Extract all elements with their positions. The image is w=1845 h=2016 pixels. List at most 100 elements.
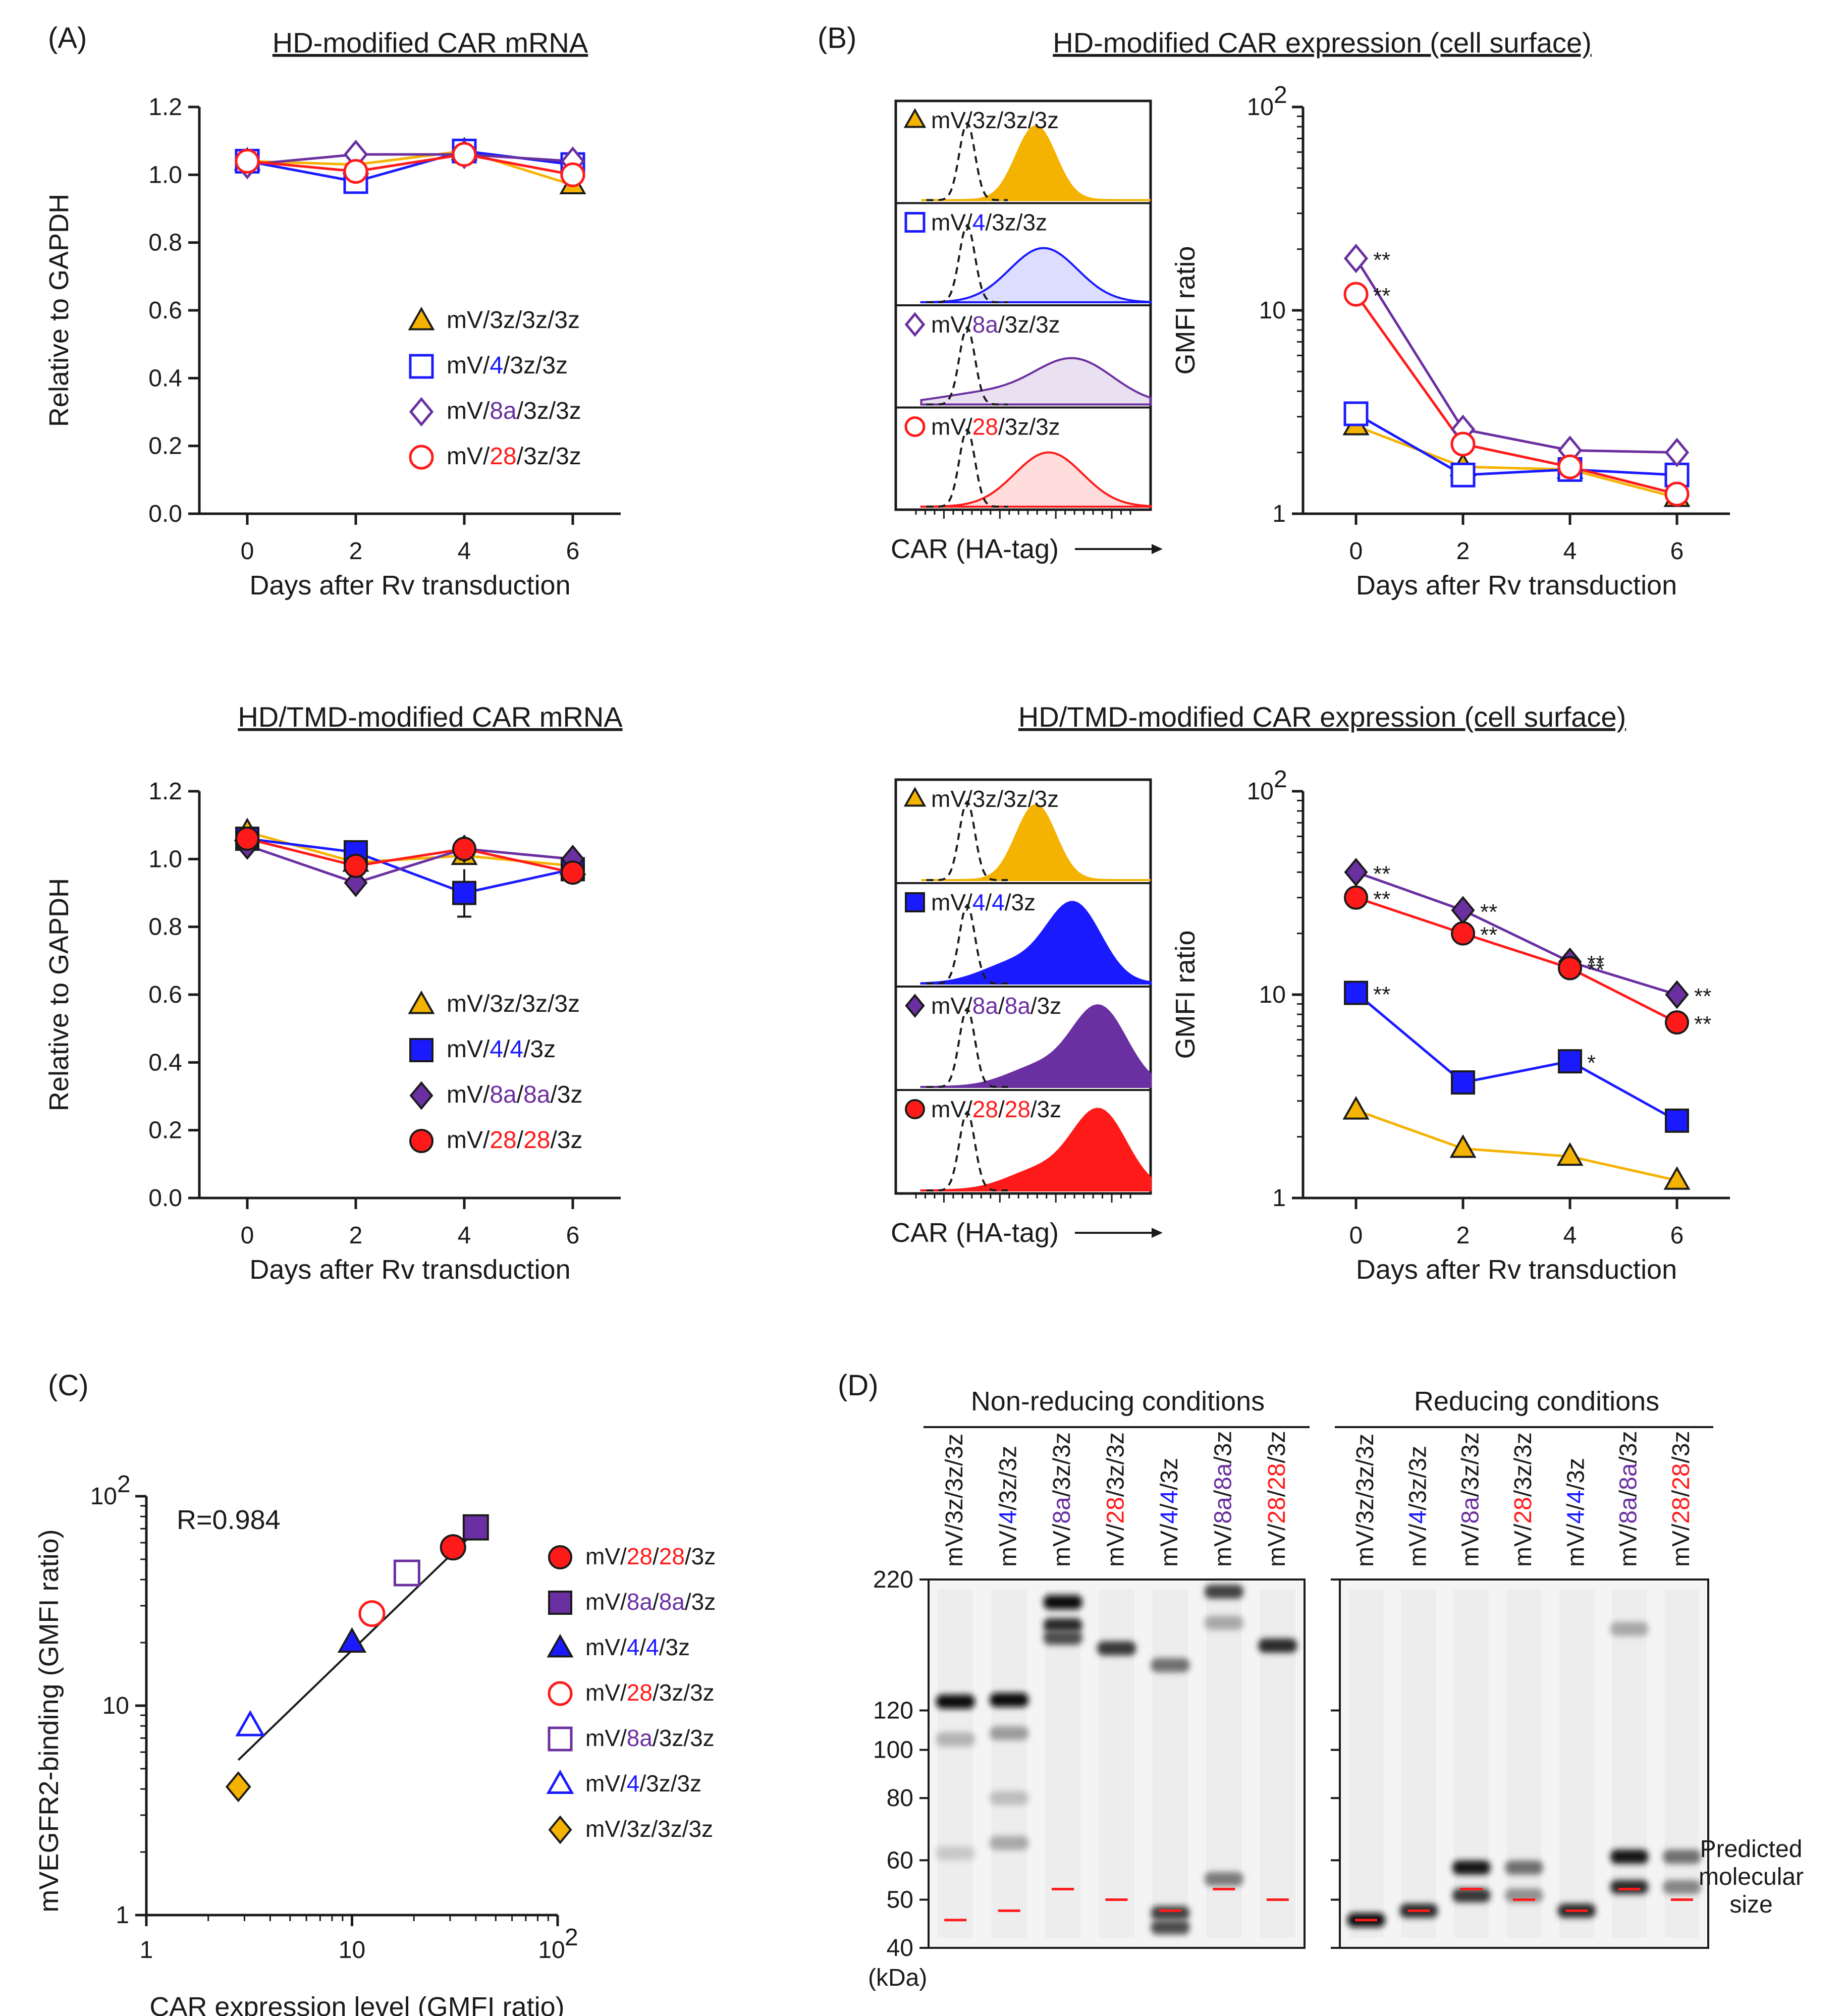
legend-marker [548, 1681, 573, 1706]
data-point [1664, 481, 1690, 507]
legend-label-part: 28 [490, 1127, 516, 1154]
legend-label-part: 3z [490, 307, 515, 334]
y-tick-label: 1.2 [148, 778, 182, 805]
panel-label-d: (D) [838, 1369, 879, 1402]
series-line [1355, 871, 1677, 996]
gel-band [990, 1791, 1028, 1806]
significance-mark: ** [1373, 887, 1390, 912]
gel-band [1151, 1905, 1190, 1920]
histogram-label-part: / [998, 993, 1005, 1019]
data-point [1451, 1070, 1475, 1095]
legend-label: mV/28/3z/3z [585, 1679, 715, 1706]
histogram-label: mV/4/4/3z [931, 889, 1036, 915]
lane-label: mV/28/3z/3z [1103, 1432, 1129, 1567]
histogram-marker [903, 787, 927, 807]
histogram-label-part: /3z [1030, 993, 1061, 1019]
data-point [1344, 857, 1368, 887]
legend-label-part: mV/ [447, 1081, 490, 1108]
y-tick-label: 10 [90, 1483, 117, 1510]
data-point [1450, 462, 1476, 487]
lane-label-part: mV/ [941, 1523, 968, 1567]
histogram-label-part: mV/ [931, 993, 972, 1019]
legend-label-part: 4 [627, 1634, 640, 1660]
legend-label: mV/3z/3z/3z [447, 991, 580, 1017]
lane-label-part: mV/ [1562, 1523, 1589, 1567]
x-axis-label: CAR expression level (GMFI ratio) [149, 1992, 564, 2016]
histogram-control [926, 224, 1008, 303]
y-tick-label: 0.8 [148, 230, 182, 256]
histogram-marker [905, 892, 925, 912]
legend-label-part: mV/ [585, 1725, 627, 1751]
x-tick-label: 10 [538, 1937, 565, 1964]
gel-condition-title: Reducing conditions [1414, 1386, 1659, 1416]
data-point [1344, 980, 1368, 1005]
x-tick-label: 1 [140, 1937, 153, 1964]
x-tick-label: 2 [349, 538, 363, 565]
legend-label-part: mV/ [585, 1589, 627, 1615]
y-tick-label: 0.8 [148, 914, 182, 941]
significance-mark: ** [1694, 984, 1711, 1009]
panel-label-c: (C) [48, 1369, 89, 1402]
panel-a-top-chart: HD-modified CAR mRNA 0.0 0.2 0.4 0.6 0.8 1.0 1.… [44, 27, 621, 601]
significance-mark: ** [1480, 923, 1497, 948]
histogram-label-part: /3z/3z [997, 786, 1059, 812]
unit-label: (kDa) [868, 1965, 927, 1991]
lane-label-part: 28 [1668, 1497, 1695, 1523]
series-line [1355, 992, 1678, 1122]
lane-label-part: / [1156, 1503, 1183, 1510]
series-line [1354, 293, 1677, 496]
panel-label-a: (A) [48, 22, 87, 55]
data-point [337, 1627, 367, 1653]
legend-label-part: /3z/3z [653, 1725, 715, 1751]
x-tick-label: 6 [566, 538, 580, 565]
series-line [247, 149, 573, 186]
gel-band [1610, 1849, 1649, 1864]
legend-marker [548, 1545, 572, 1569]
predicted-size-label: molecular [1699, 1864, 1804, 1890]
lane-smear [1348, 1590, 1384, 1938]
histogram-control [926, 903, 1008, 985]
legend-label: mV/4/4/3z [585, 1634, 690, 1660]
lane-label-part: 4 [995, 1510, 1022, 1524]
legend-marker [409, 445, 434, 470]
data-point [225, 1771, 251, 1803]
legend-label: mV/8a/8a/3z [447, 1081, 583, 1108]
gel-band [1452, 1888, 1491, 1902]
y-tick-label: 1.0 [148, 846, 182, 873]
data-point [1557, 454, 1583, 479]
histogram-marker [903, 108, 927, 128]
legend-label-part: /3z [685, 1589, 716, 1615]
histogram-sample [920, 901, 1152, 985]
legend-label-part: 28 [490, 443, 516, 470]
legend-label-part: /3z [550, 1081, 582, 1108]
lane-label-part: / [1668, 1490, 1695, 1497]
legend-marker [409, 397, 434, 427]
series-line [1355, 1109, 1677, 1182]
histogram-label-part: 8a [972, 311, 999, 338]
legend-label-part: mV/ [447, 1036, 490, 1063]
gel-band [1205, 1585, 1243, 1599]
x-tick-label: 0 [241, 1222, 254, 1249]
gel-band [1505, 1860, 1543, 1875]
significance-mark: * [1587, 1051, 1596, 1075]
histogram-control [926, 1110, 1008, 1191]
histogram-marker [904, 212, 926, 233]
x-tick-label: 2 [1456, 1222, 1470, 1249]
histogram-label-part: /3z/3z [998, 311, 1060, 338]
lane-label-part: /3z [1156, 1458, 1183, 1490]
lane-label-part: 4 [1404, 1510, 1431, 1524]
lane-label-part: /3z/3z [1049, 1432, 1075, 1497]
chart-title: HD-modified CAR mRNA [273, 27, 588, 59]
lane-label-part: mV/ [1510, 1523, 1537, 1567]
histogram-marker [905, 1099, 925, 1119]
chart-title: HD/TMD-modified CAR mRNA [238, 701, 623, 733]
lane-label-part: 4 [1562, 1510, 1589, 1524]
data-point [1451, 921, 1475, 946]
series-line [1355, 412, 1677, 476]
legend-label-part: / [503, 1036, 510, 1063]
y-tick-label: 0.4 [148, 365, 182, 392]
lane-label-part: / [1210, 1490, 1236, 1497]
legend-label-part: mV/ [585, 1679, 627, 1706]
legend-label-part: /3z [659, 1634, 690, 1660]
